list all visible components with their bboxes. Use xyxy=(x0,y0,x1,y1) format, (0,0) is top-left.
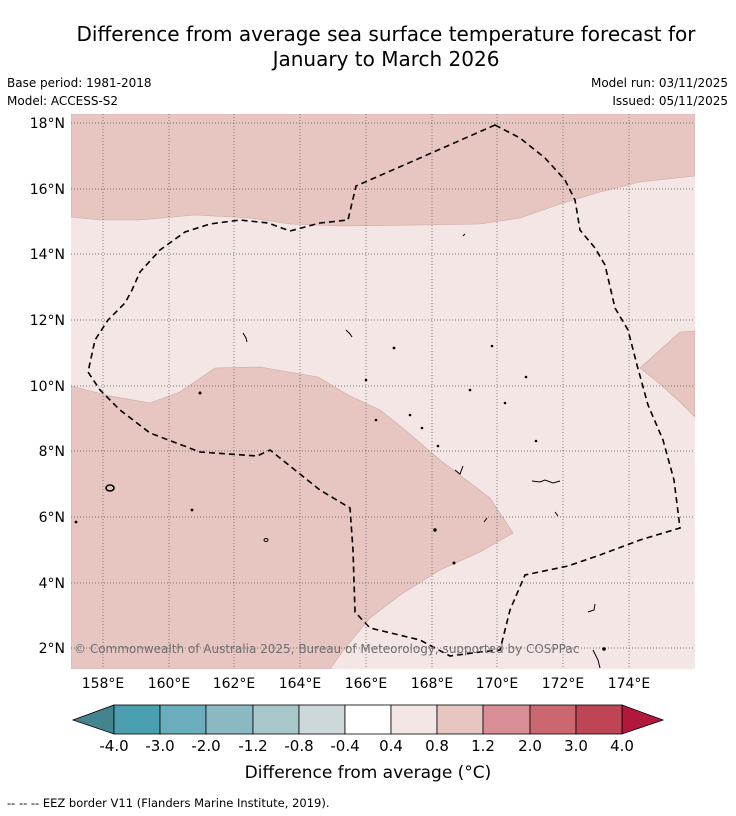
colorbar-tick-label: 1.2 xyxy=(471,737,495,755)
colorbar-segment xyxy=(159,704,207,735)
lat-label: 12°N xyxy=(30,313,65,329)
lat-label: 6°N xyxy=(39,510,65,526)
model-name: Model: ACCESS-S2 xyxy=(7,94,119,108)
lon-label: 166°E xyxy=(345,676,388,692)
lon-label: 162°E xyxy=(213,676,256,692)
colorbar-segment xyxy=(344,704,392,735)
lon-label: 158°E xyxy=(82,676,125,692)
islands xyxy=(74,233,606,669)
colorbar-segment xyxy=(252,704,300,735)
meta-right: Model run: 03/11/2025 Issued: 05/11/2025 xyxy=(591,74,728,110)
colorbar-tick-label: 0.8 xyxy=(425,737,449,755)
latitude-labels: 18°N 16°N 14°N 12°N 10°N 8°N 6°N 4°N 2°N xyxy=(30,116,65,657)
colorbar-tick-label: 3.0 xyxy=(564,737,588,755)
lon-label: 170°E xyxy=(476,676,519,692)
colorbar-tick-label: 4.0 xyxy=(610,737,634,755)
issued-date: Issued: 05/11/2025 xyxy=(612,94,728,108)
lat-label: 2°N xyxy=(39,641,65,657)
meta-left: Base period: 1981-2018 Model: ACCESS-S2 xyxy=(7,74,152,110)
anomaly-region-east xyxy=(639,330,695,418)
colorbar: -4.0 -3.0 -2.0 -1.2 -0.8 -0.4 0.4 0.8 1.2 2.0 3.0 4… xyxy=(71,704,665,755)
colorbar-segment xyxy=(436,704,484,735)
colorbar-tick-label: -4.0 xyxy=(99,737,128,755)
colorbar-under-arrow xyxy=(71,704,115,735)
lat-label: 10°N xyxy=(30,379,65,395)
colorbar-tick-label: 2.0 xyxy=(518,737,542,755)
anomaly-region-north xyxy=(71,114,695,227)
lat-label: 4°N xyxy=(39,576,65,592)
colorbar-segment xyxy=(529,704,577,735)
colorbar-tick-label: -0.4 xyxy=(330,737,359,755)
anomaly-region-southwest xyxy=(71,366,514,669)
lon-label: 168°E xyxy=(411,676,454,692)
colorbar-segment xyxy=(298,704,346,735)
lat-label: 8°N xyxy=(39,444,65,460)
colorbar-tick-label: -1.2 xyxy=(238,737,267,755)
map-title: Difference from average sea surface temp… xyxy=(0,22,736,72)
lat-label: 14°N xyxy=(30,247,65,263)
colorbar-segment xyxy=(575,704,623,735)
eez-border xyxy=(87,124,681,657)
lon-label: 160°E xyxy=(148,676,191,692)
colorbar-tick-label: 0.4 xyxy=(379,737,403,755)
colorbar-segment xyxy=(390,704,438,735)
base-period: Base period: 1981-2018 xyxy=(7,76,152,90)
map-panel: © Commonwealth of Australia 2025, Bureau… xyxy=(71,114,695,669)
lat-label: 18°N xyxy=(30,116,65,132)
colorbar-segment xyxy=(113,704,161,735)
colorbar-tick-label: -2.0 xyxy=(191,737,220,755)
lon-label: 172°E xyxy=(542,676,585,692)
eez-legend-note: -- -- -- EEZ border V11 (Flanders Marine… xyxy=(7,796,330,810)
colorbar-segment xyxy=(482,704,531,735)
title-line-1: Difference from average sea surface temp… xyxy=(76,22,696,46)
model-run: Model run: 03/11/2025 xyxy=(590,76,728,90)
colorbar-segment xyxy=(205,704,254,735)
lon-label: 164°E xyxy=(279,676,322,692)
lat-label: 16°N xyxy=(30,182,65,198)
longitude-labels: 158°E 160°E 162°E 164°E 166°E 168°E 170°… xyxy=(82,676,651,692)
copyright-notice: © Commonwealth of Australia 2025, Bureau… xyxy=(74,642,579,656)
lon-label: 174°E xyxy=(608,676,651,692)
colorbar-over-arrow xyxy=(621,704,665,735)
title-line-2: January to March 2026 xyxy=(272,47,500,71)
colorbar-title: Difference from average (°C) xyxy=(244,763,492,783)
colorbar-tick-label: -0.8 xyxy=(284,737,313,755)
colorbar-tick-label: -3.0 xyxy=(145,737,174,755)
graticule xyxy=(71,114,695,669)
